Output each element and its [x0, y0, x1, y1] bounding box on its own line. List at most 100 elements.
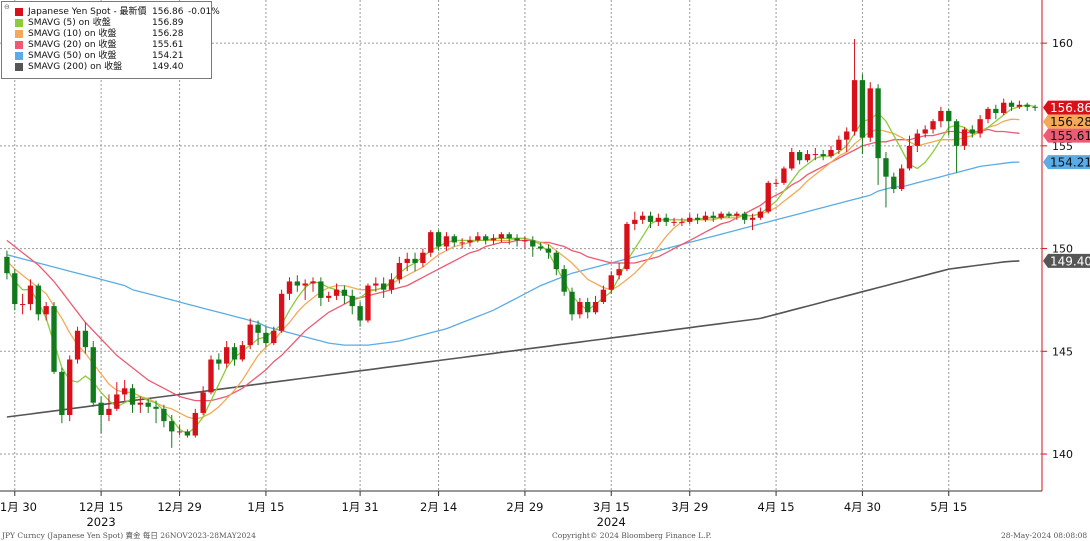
last-value-tag: 155.61	[1043, 128, 1090, 143]
candle-body	[734, 213, 740, 216]
candle-body	[357, 306, 363, 321]
candle-body	[585, 301, 591, 313]
candle-body	[1032, 106, 1038, 108]
candle-body	[663, 217, 669, 222]
legend-entry-sma20: SMAVG (20) on 收盤 155.61	[6, 40, 207, 51]
last-value-tag-bg	[1043, 114, 1090, 129]
candle-body	[993, 108, 999, 113]
last-value-tag-label: 156.86	[1050, 101, 1090, 115]
last-value-tag: 156.28	[1043, 114, 1090, 129]
candle-body	[553, 252, 559, 270]
candle-body	[898, 168, 905, 190]
candle-body	[702, 215, 709, 220]
last-value-tag-bg	[1043, 155, 1090, 170]
sma-line-50	[6, 161, 1020, 346]
candle-body	[561, 269, 567, 292]
candle-body	[632, 219, 638, 224]
candle-body	[961, 129, 968, 146]
candle-body	[506, 234, 512, 239]
candle-body	[655, 217, 662, 222]
candle-body	[302, 283, 308, 286]
last-value-tag-bg	[1043, 128, 1090, 143]
candle-body	[208, 359, 214, 393]
candle-body	[726, 213, 732, 216]
candle-body	[483, 236, 489, 241]
legend-swatch	[15, 52, 23, 60]
candle-body	[639, 215, 646, 220]
candle-body	[310, 281, 316, 284]
legend-value: 156.28	[152, 29, 184, 39]
legend-swatch	[15, 30, 23, 38]
candle-body	[200, 392, 206, 413]
candle-body	[742, 213, 748, 220]
candle-body	[1008, 102, 1015, 107]
candle-body	[435, 232, 442, 247]
legend-name: SMAVG (50) on 收盤	[28, 51, 117, 61]
candle-body	[467, 240, 473, 243]
candle-body	[35, 285, 41, 315]
legend-name: SMAVG (200) on 收盤	[28, 62, 123, 72]
legend-entry-sma200: SMAVG (200) on 收盤 149.40	[6, 62, 207, 73]
y-tick-label: 150	[1052, 243, 1073, 256]
candle-body	[694, 217, 701, 220]
legend-name: Japanese Yen Spot - 最新價	[28, 7, 147, 17]
candle-body	[820, 154, 826, 157]
candle-body	[74, 330, 81, 360]
candle-body	[4, 256, 10, 274]
candle-body	[883, 158, 889, 177]
candle-body	[176, 431, 183, 433]
candle-body	[169, 421, 175, 432]
candle-body	[27, 285, 34, 305]
candle-body	[388, 279, 395, 290]
candle-body	[490, 238, 497, 241]
legend-value: 156.89	[152, 18, 184, 28]
x-tick-label: 4月 30	[844, 500, 881, 514]
candle-body	[349, 295, 355, 307]
candle-body	[1016, 104, 1023, 107]
candle-body	[498, 234, 505, 239]
last-value-tag: 156.86	[1043, 100, 1090, 115]
legend-swatch	[15, 63, 23, 71]
legend-entry-price: Japanese Yen Spot - 最新價 156.86 -0.01%	[6, 7, 220, 18]
x-tick-label: 1月 15	[247, 500, 284, 514]
candle-body	[137, 402, 144, 405]
candle-body	[977, 119, 983, 134]
candle-body	[365, 285, 371, 321]
candle-body	[412, 258, 418, 263]
candle-body	[247, 324, 253, 346]
candle-body	[216, 359, 222, 364]
x-year-label: 2023	[86, 515, 115, 529]
y-tick-label: 155	[1052, 140, 1073, 153]
candle-body	[828, 149, 834, 157]
candle-body	[906, 145, 913, 169]
candle-body	[537, 246, 544, 249]
legend-collapse-icon[interactable]: ⊖	[4, 3, 10, 11]
candle-body	[224, 347, 230, 364]
candle-body	[522, 240, 528, 242]
candle-body	[922, 129, 928, 134]
candle-body	[451, 236, 457, 243]
candle-body	[514, 238, 520, 241]
candle-body	[1001, 102, 1007, 113]
legend-value: 156.86	[152, 7, 184, 17]
candle-body	[592, 301, 599, 313]
legend-value: 155.61	[152, 40, 184, 50]
candle-body	[145, 402, 151, 407]
legend-swatch	[15, 19, 23, 27]
candle-body	[326, 295, 332, 298]
candle-body	[891, 176, 897, 190]
candle-body	[341, 289, 348, 296]
candle-body	[953, 121, 960, 146]
candle-body	[396, 262, 403, 280]
candle-body	[19, 304, 26, 306]
candle-body	[129, 388, 136, 405]
candle-body	[333, 289, 340, 296]
candle-body	[255, 324, 261, 333]
candle-body	[318, 281, 324, 298]
candle-body	[946, 110, 952, 122]
candle-body	[12, 273, 18, 305]
candle-body	[671, 221, 677, 223]
candle-body	[404, 258, 410, 263]
y-tick-label: 145	[1052, 345, 1073, 358]
